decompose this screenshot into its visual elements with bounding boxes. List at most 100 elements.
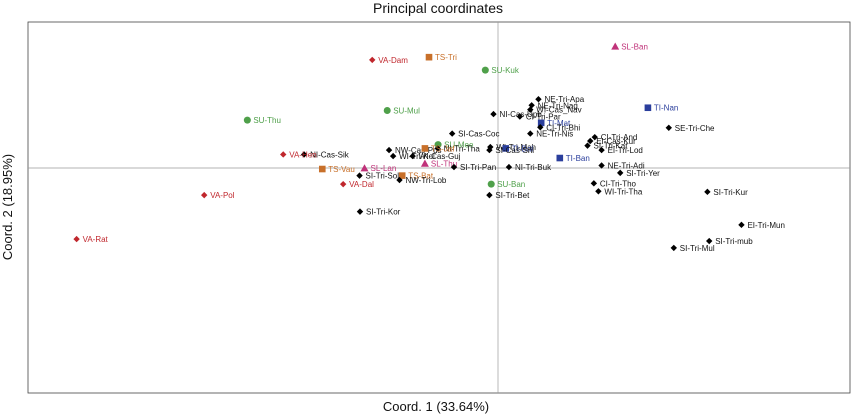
- data-point-si-tri-yer: [617, 169, 624, 177]
- x-axis-label: Coord. 1 (33.64%): [383, 399, 489, 414]
- point-label: WI-Tri-Tha: [604, 187, 642, 196]
- point-label: WI-Cas_Nav: [536, 106, 581, 115]
- point-label: SI-Tri-Bet: [495, 191, 530, 200]
- data-point-wi-cas-guj: [409, 152, 416, 160]
- data-point-va-rat: [73, 235, 80, 243]
- data-point-ts-tri: [425, 53, 433, 61]
- data-point-sl-thu: [420, 159, 429, 167]
- data-point-ci-tri-par: [516, 113, 524, 120]
- data-point-si-tri-kat: [584, 142, 591, 149]
- point-label: VA-Dal: [349, 180, 374, 189]
- point-label: SI-Tri-Mul: [680, 244, 715, 253]
- data-point-ei-tri-lod: [598, 146, 605, 154]
- point-label: VA-Pol: [210, 191, 235, 200]
- data-point-se-tri-che: [665, 124, 672, 132]
- data-point-ni-cas-sik: [300, 151, 308, 158]
- point-label: TI-Nan: [654, 104, 678, 113]
- point-label: CI-Tri-Tho: [600, 179, 637, 188]
- data-point-ti-nan: [644, 104, 652, 112]
- point-label: SU-Mee: [444, 141, 474, 150]
- data-point-si-tri-kur: [704, 188, 711, 196]
- point-label: SI-Tri-Pan: [460, 163, 496, 172]
- point-label: SL-Ban: [621, 42, 648, 51]
- data-point-wi-tri-tha: [595, 188, 602, 195]
- point-label: SI-Cas-Sril: [495, 146, 534, 155]
- data-point-si-tri-mub: [706, 237, 713, 245]
- point-label: CI-Tri-Bhi: [546, 123, 580, 132]
- data-point-wi-cas-nav: [527, 106, 534, 113]
- point-label: SU-Mul: [393, 106, 420, 115]
- data-point-ts-vau: [318, 165, 326, 173]
- data-point-nw-cas-pus: [385, 146, 393, 154]
- data-point-si-tri-bet: [486, 191, 493, 199]
- data-point-si-tri-sol: [356, 172, 363, 179]
- point-label: WI-Tri-Mah: [496, 143, 536, 152]
- point-label: NW-Tri-Lob: [405, 176, 446, 185]
- point-label: SL-Thu: [431, 160, 457, 169]
- data-point-ci-tri-and: [591, 133, 598, 141]
- data-point-su-mul: [383, 106, 391, 114]
- data-point-su-thu: [243, 116, 251, 124]
- points-layer: VA-Dam TS-TriSL-BanSU-KukNE-Tri-ApaNE-Tri…: [73, 42, 785, 253]
- y-axis-label: Coord. 2 (18.95%): [0, 154, 15, 260]
- point-label: SL-Lan: [371, 164, 397, 173]
- data-point-ti-mat: [537, 119, 545, 127]
- data-point-si-cas-sril: [486, 146, 493, 154]
- data-point-si-tri-pan: [450, 163, 458, 171]
- data-point-nw-tri-lob: [396, 176, 403, 184]
- point-label: NI-Tri-Buk: [515, 163, 552, 172]
- point-label: WI-Tri-Kol: [399, 152, 435, 161]
- point-label: TI-Bal: [512, 144, 534, 153]
- data-point-su-ban: [487, 180, 495, 188]
- point-label: TI-Mat: [547, 119, 571, 128]
- point-label: SE-Tri-Che: [675, 124, 715, 133]
- data-point-va-dal: [339, 180, 347, 188]
- data-point-su-kuk: [481, 66, 489, 74]
- data-point-ni-cas-upb: [490, 110, 497, 118]
- data-point-sl-ban: [611, 42, 620, 50]
- data-point-si-cas-coc: [448, 130, 456, 137]
- point-label: VA-Rat: [83, 235, 109, 244]
- point-label: CI-Tri-And: [601, 133, 638, 142]
- point-label: SI-Tri-Yer: [626, 169, 660, 178]
- data-point-va-pol: [201, 191, 208, 199]
- point-label: SU-Thu: [253, 116, 281, 125]
- data-point-ts-bat: [398, 172, 406, 179]
- point-label: NE-Tri-Nag: [538, 101, 578, 110]
- point-label: SI-Tri-Sol: [366, 172, 400, 181]
- data-point-ts-jaf: [421, 145, 429, 152]
- plot-frame: [27, 21, 851, 394]
- point-label: NI-Tri-Tha: [444, 144, 481, 153]
- data-point-ei-tri-mun: [738, 221, 745, 229]
- data-point-ti-bal: [502, 145, 510, 152]
- data-point-wi-tri-kol: [389, 152, 397, 160]
- point-label: SI-Tri-mub: [715, 237, 753, 246]
- point-label: SU-Ban: [497, 180, 525, 189]
- point-label: NW-Cas-Pus: [395, 146, 442, 155]
- point-label: NE-Tri-Apa: [544, 95, 584, 104]
- data-point-ne-tri-apa: [535, 96, 542, 103]
- point-label: SI-Tri-Kur: [713, 188, 748, 197]
- data-point-ci-tri-bhi: [537, 124, 544, 131]
- point-label: TS-Vau: [328, 165, 355, 174]
- data-point-ne-tri-nag: [528, 102, 535, 109]
- point-label: EI-Cas-Kur: [596, 137, 636, 146]
- point-label: EI-Tri-Mun: [747, 221, 784, 230]
- data-point-su-mee: [434, 141, 442, 149]
- point-label: WI-Cas-Guj: [419, 152, 461, 161]
- point-label: SU-Kuk: [491, 66, 520, 75]
- point-label: TS-Jaf: [431, 144, 455, 153]
- point-label: NI-Cas-Sik: [310, 150, 350, 159]
- data-point-sl-lan: [360, 164, 369, 172]
- data-point-va-dam: [369, 56, 376, 64]
- data-point-ei-cas-kur: [587, 137, 594, 145]
- point-label: VA-Hen: [289, 150, 316, 159]
- point-label: VA-Dam: [378, 56, 408, 65]
- point-label: NE-Tri-Adi: [608, 161, 645, 170]
- point-label: NE-Tri-Nis: [536, 130, 573, 139]
- point-label: TS-Bat: [408, 172, 434, 181]
- point-label: NI-Cas-Upb: [499, 110, 542, 119]
- data-point-ne-tri-adi: [598, 162, 605, 169]
- chart-title: Principal coordinates: [373, 0, 503, 16]
